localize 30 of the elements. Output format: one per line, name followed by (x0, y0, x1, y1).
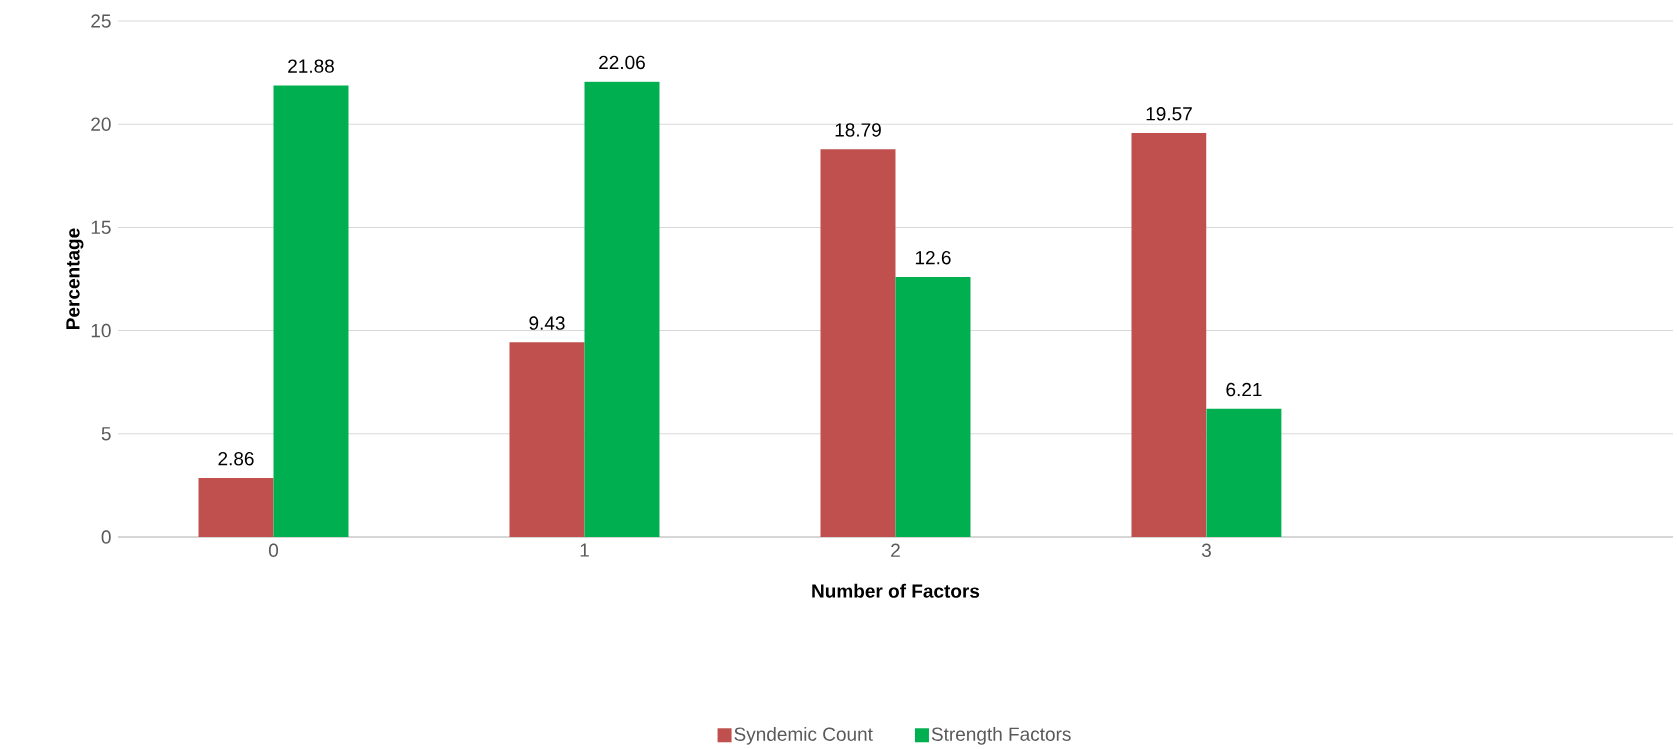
bar (1131, 133, 1207, 537)
x-tick-label: 0 (268, 543, 279, 557)
bar (1206, 408, 1282, 537)
legend-label: Syndemic Count (734, 726, 873, 745)
y-tick-label: 25 (91, 14, 111, 28)
bar (584, 81, 660, 537)
data-label: 12.6 (915, 250, 951, 265)
y-tick-label: 15 (91, 220, 111, 235)
x-tick-label: 2 (891, 543, 900, 557)
data-label: 9.43 (529, 316, 565, 330)
y-axis-title: Percentage (66, 228, 84, 329)
y-tick-label: 10 (91, 323, 111, 338)
legend-label: Strength Factors (931, 726, 1071, 745)
x-axis-title: Number of Factors (812, 583, 980, 598)
x-tick-label: 1 (580, 543, 589, 557)
data-label: 19.57 (1146, 107, 1192, 121)
bar (895, 276, 971, 537)
data-label: 2.86 (218, 451, 254, 466)
bar (509, 342, 585, 537)
data-label: 6.21 (1226, 382, 1262, 397)
y-tick-label: 0 (101, 530, 111, 544)
data-label: 22.06 (599, 55, 645, 70)
bar (820, 149, 896, 537)
data-label: 21.88 (288, 59, 334, 73)
y-tick-label: 20 (91, 117, 111, 131)
y-tick-label: 5 (101, 427, 111, 441)
bar (198, 477, 274, 537)
x-tick-label: 3 (1201, 543, 1211, 557)
data-label: 18.79 (835, 123, 881, 137)
bar (273, 85, 349, 537)
